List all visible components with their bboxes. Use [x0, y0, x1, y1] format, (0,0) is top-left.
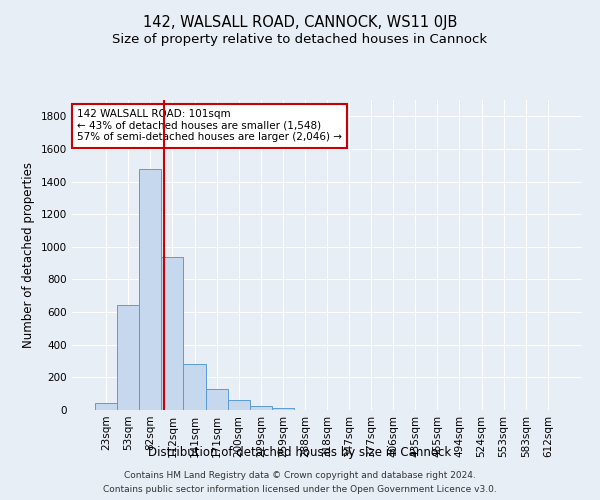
- Text: Distribution of detached houses by size in Cannock: Distribution of detached houses by size …: [148, 446, 452, 459]
- Bar: [184, 364, 206, 410]
- Bar: [117, 305, 139, 410]
- Bar: [272, 408, 294, 410]
- Bar: [95, 404, 117, 410]
- Bar: [227, 400, 250, 410]
- Text: Contains HM Land Registry data © Crown copyright and database right 2024.: Contains HM Land Registry data © Crown c…: [124, 472, 476, 480]
- Text: 142 WALSALL ROAD: 101sqm
← 43% of detached houses are smaller (1,548)
57% of sem: 142 WALSALL ROAD: 101sqm ← 43% of detach…: [77, 110, 342, 142]
- Text: 142, WALSALL ROAD, CANNOCK, WS11 0JB: 142, WALSALL ROAD, CANNOCK, WS11 0JB: [143, 15, 457, 30]
- Text: Contains public sector information licensed under the Open Government Licence v3: Contains public sector information licen…: [103, 484, 497, 494]
- Bar: [161, 256, 184, 410]
- Bar: [139, 170, 161, 410]
- Y-axis label: Number of detached properties: Number of detached properties: [22, 162, 35, 348]
- Bar: [206, 390, 227, 410]
- Text: Size of property relative to detached houses in Cannock: Size of property relative to detached ho…: [112, 32, 488, 46]
- Bar: [250, 406, 272, 410]
